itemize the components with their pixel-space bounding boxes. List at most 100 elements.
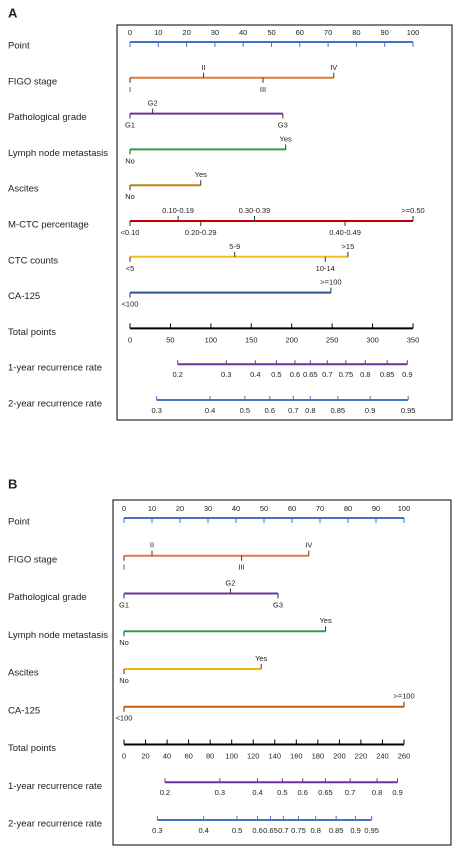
level-label: 0.20-0.29 [185, 228, 217, 237]
level-label: Yes [195, 170, 207, 179]
panel-label: A [8, 5, 18, 20]
outcome-tick-label: 0.8 [360, 370, 370, 379]
outcome-tick-label: 0.9 [402, 370, 412, 379]
level-label: Yes [280, 134, 292, 143]
axis-tick-label: 200 [285, 335, 298, 344]
row-label: Point [8, 517, 30, 528]
level-label: <100 [122, 300, 139, 309]
axis-tick-label: 220 [355, 751, 368, 760]
outcome-tick-label: 0.5 [232, 826, 242, 835]
outcome-tick-label: 0.85 [330, 406, 345, 415]
row-label: Total points [8, 327, 56, 338]
level-label: I [129, 85, 131, 94]
axis-tick-label: 20 [182, 28, 190, 37]
outcome-tick-label: 0.7 [278, 826, 288, 835]
row-label: Point [8, 41, 30, 52]
axis-tick-label: 60 [288, 504, 296, 513]
outcome-tick-label: 0.8 [310, 826, 320, 835]
level-label: 0.40-0.49 [329, 228, 361, 237]
row-label: CA-125 [8, 705, 40, 716]
outcome-tick-label: 0.85 [380, 370, 395, 379]
level-label: 5-9 [229, 242, 240, 251]
outcome-tick-label: 0.65 [303, 370, 318, 379]
row-label: Lymph node metastasis [8, 630, 108, 641]
row-label: CA-125 [8, 291, 40, 302]
axis-tick-label: 40 [163, 751, 171, 760]
row-label: M-CTC percentage [8, 220, 89, 231]
axis-tick-label: 10 [154, 28, 162, 37]
level-label: 0.10-0.19 [162, 206, 194, 215]
outcome-tick-label: 0.7 [322, 370, 332, 379]
row-label: CTC counts [8, 255, 58, 266]
outcome-tick-label: 0.4 [252, 788, 262, 797]
axis-tick-label: 20 [176, 504, 184, 513]
outcome-tick-label: 0.3 [221, 370, 231, 379]
axis-tick-label: 150 [245, 335, 258, 344]
outcome-tick-label: 0.6 [252, 826, 262, 835]
outcome-tick-label: 0.3 [151, 406, 161, 415]
outcome-tick-label: 0.8 [372, 788, 382, 797]
outcome-tick-label: 0.75 [339, 370, 354, 379]
outcome-tick-label: 0.7 [345, 788, 355, 797]
axis-tick-label: 50 [166, 335, 174, 344]
row-label: Lymph node metastasis [8, 148, 108, 159]
axis-tick-label: 300 [366, 335, 379, 344]
row-label: FIGO stage [8, 554, 57, 565]
row-label: Pathological grade [8, 112, 87, 123]
level-label: >=0.50 [401, 206, 424, 215]
outcome-tick-label: 0.5 [240, 406, 250, 415]
row-label: Ascites [8, 184, 39, 195]
axis-tick-label: 0 [128, 28, 132, 37]
level-label: G3 [273, 600, 283, 609]
axis-tick-label: 80 [344, 504, 352, 513]
level-label: G1 [119, 600, 129, 609]
axis-tick-label: 140 [269, 751, 282, 760]
axis-tick-label: 70 [316, 504, 324, 513]
axis-tick-label: 80 [206, 751, 214, 760]
level-label: >=100 [320, 278, 341, 287]
level-label: II [201, 63, 205, 72]
axis-tick-label: 30 [211, 28, 219, 37]
row-label: FIGO stage [8, 76, 57, 87]
axis-tick-label: 50 [267, 28, 275, 37]
axis-tick-label: 180 [312, 751, 325, 760]
outcome-tick-label: 0.65 [318, 788, 333, 797]
axis-tick-label: 250 [326, 335, 339, 344]
level-label: <5 [126, 264, 135, 273]
axis-tick-label: 350 [407, 335, 420, 344]
level-label: G1 [125, 121, 135, 130]
level-label: III [260, 85, 266, 94]
level-label: G2 [225, 578, 235, 587]
axis-tick-label: 90 [381, 28, 389, 37]
axis-tick-label: 70 [324, 28, 332, 37]
outcome-tick-label: 0.9 [365, 406, 375, 415]
level-label: Yes [255, 654, 267, 663]
row-label: 2-year recurrence rate [8, 819, 102, 830]
axis-tick-label: 0 [128, 335, 132, 344]
outcome-tick-label: 0.2 [160, 788, 170, 797]
outcome-tick-label: 0.95 [364, 826, 379, 835]
outcome-tick-label: 0.5 [271, 370, 281, 379]
outcome-tick-label: 0.2 [172, 370, 182, 379]
level-label: No [119, 638, 129, 647]
outcome-tick-label: 0.9 [350, 826, 360, 835]
outcome-tick-label: 0.8 [305, 406, 315, 415]
axis-tick-label: 40 [239, 28, 247, 37]
axis-tick-label: 260 [398, 751, 411, 760]
row-label: Pathological grade [8, 592, 87, 603]
axis-tick-label: 100 [205, 335, 218, 344]
axis-tick-label: 120 [247, 751, 260, 760]
row-label: Total points [8, 743, 56, 754]
axis-tick-label: 160 [290, 751, 303, 760]
level-label: G2 [148, 99, 158, 108]
outcome-tick-label: 0.95 [401, 406, 416, 415]
axis-tick-label: 90 [372, 504, 380, 513]
outcome-tick-label: 0.7 [288, 406, 298, 415]
outcome-tick-label: 0.9 [392, 788, 402, 797]
axis-tick-label: 100 [225, 751, 238, 760]
panel-frame [112, 499, 452, 846]
level-label: No [125, 192, 135, 201]
level-label: No [119, 676, 129, 685]
axis-tick-label: 0 [122, 504, 126, 513]
outcome-tick-label: 0.3 [152, 826, 162, 835]
